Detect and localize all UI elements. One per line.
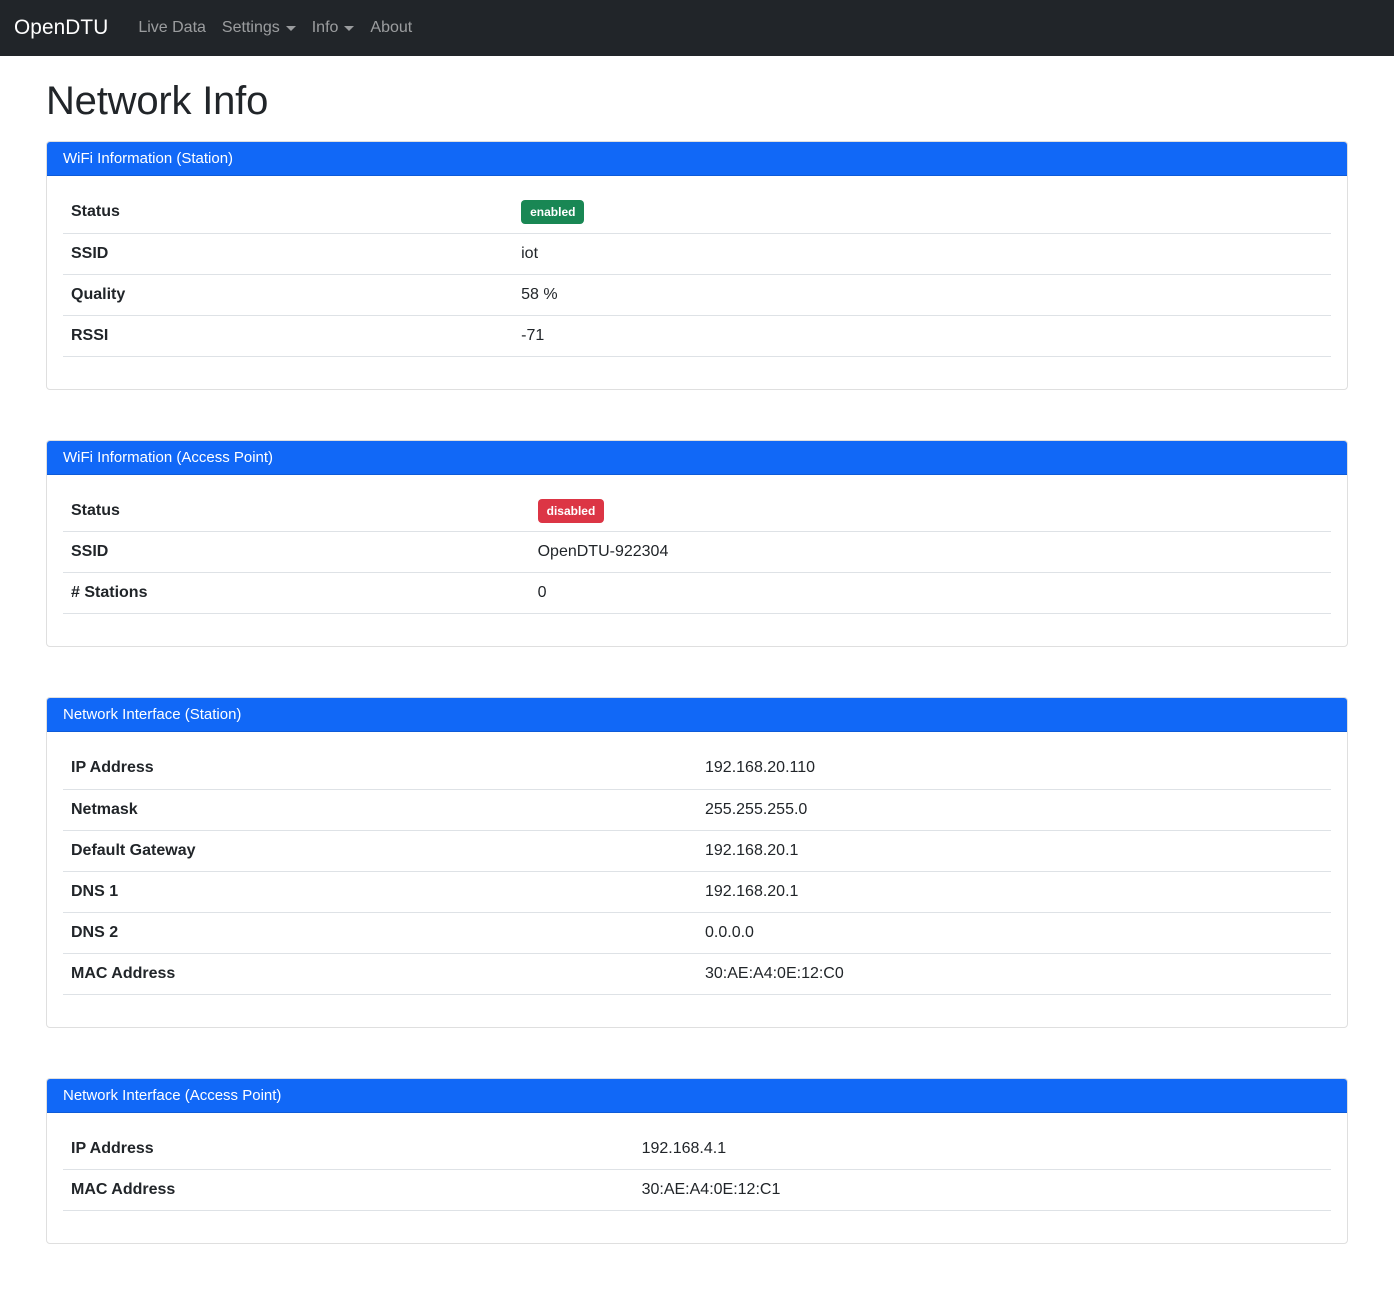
table-row: SSID OpenDTU-922304 (63, 532, 1331, 573)
row-value-cell: 192.168.20.1 (705, 841, 799, 859)
status-badge: enabled (521, 200, 585, 225)
row-label: # Stations (71, 584, 148, 601)
row-value-cell: 192.168.20.1 (705, 882, 799, 900)
row-value-cell: 30:AE:A4:0E:12:C0 (705, 964, 844, 982)
row-value-cell: 0 (537, 584, 547, 601)
row-value-cell: 0.0.0.0 (705, 923, 754, 941)
page-title: Network Info (46, 79, 269, 123)
table-row: Status disabled (63, 491, 1331, 532)
row-value-cell: 192.168.20.110 (705, 759, 816, 777)
nav-item-settings[interactable]: Settings (214, 8, 304, 48)
page-container: Network Info WiFi Information (Station) S… (0, 77, 1394, 1244)
row-label: IP Address (71, 759, 154, 777)
info-table: IP Address 192.168.20.110 Netmask 255.255.2… (63, 748, 1331, 995)
chevron-down-icon (344, 25, 355, 31)
chevron-down-icon (285, 25, 296, 31)
row-value-cell: disabled (530, 491, 1331, 532)
row-label: SSID (71, 244, 109, 262)
info-table: Status enabled SSID iot Quality 58 % RSSI -71 (63, 192, 1331, 357)
navbar-nav: Live Data Settings Info About (130, 8, 420, 48)
table-row: DNS 1 192.168.20.1 (63, 871, 1331, 912)
table-row: MAC Address 30:AE:A4:0E:12:C0 (63, 953, 1331, 994)
row-value-cell: 255.255.255.0 (705, 800, 808, 818)
card-header: WiFi Information (Access Point) (47, 440, 1347, 475)
row-label: MAC Address (71, 964, 176, 982)
row-value-cell: 30:AE:A4:0E:12:C1 (641, 1181, 781, 1198)
card-wifi-information-access-point: WiFi Information (Access Point) Status dis… (46, 439, 1348, 647)
table-row: RSSI -71 (63, 315, 1331, 356)
nav-label-info: Info (311, 19, 339, 36)
card-network-interface-access-point: Network Interface (Access Point) IP Addre… (46, 1077, 1348, 1244)
nav-link-about[interactable]: About (362, 8, 420, 48)
top-navbar: OpenDTU Live Data Settings Info About (0, 0, 1394, 56)
row-label: MAC Address (71, 1181, 176, 1198)
info-table: IP Address 192.168.4.1 MAC Address 30:AE:A4… (63, 1129, 1331, 1212)
table-row: # Stations 0 (63, 573, 1331, 614)
table-row: Status enabled (63, 192, 1331, 233)
card-network-interface-station: Network Interface (Station) IP Address 192… (46, 697, 1348, 1028)
row-label: DNS 2 (71, 923, 119, 941)
card-header: WiFi Information (Station) (47, 142, 1347, 176)
nav-item-about[interactable]: About (362, 8, 420, 48)
card-header: Network Interface (Access Point) (47, 1078, 1347, 1113)
table-row: Netmask 255.255.255.0 (63, 789, 1331, 830)
row-label: RSSI (71, 326, 109, 344)
table-row: DNS 2 0.0.0.0 (63, 912, 1331, 953)
card-body: Status disabled SSID OpenDTU-922304 # Statio… (47, 475, 1347, 647)
row-value-cell: 192.168.4.1 (641, 1139, 727, 1157)
row-label: SSID (71, 543, 109, 560)
row-value-cell: enabled (513, 192, 1331, 233)
nav-label-settings: Settings (221, 19, 280, 36)
row-label: DNS 1 (71, 882, 119, 900)
row-value-cell: iot (521, 244, 539, 262)
navbar-brand[interactable]: OpenDTU (14, 16, 109, 40)
table-row: Default Gateway 192.168.20.1 (63, 830, 1331, 871)
row-label: Status (71, 203, 120, 221)
row-label: Netmask (71, 800, 138, 818)
status-badge: disabled (537, 498, 605, 523)
row-value-cell: OpenDTU-922304 (537, 543, 669, 560)
nav-link-settings[interactable]: Settings (214, 8, 304, 48)
row-label: Default Gateway (71, 841, 196, 859)
card-body: IP Address 192.168.4.1 MAC Address 30:AE:A4… (47, 1113, 1347, 1244)
cards-list: WiFi Information (Station) Status enabled S… (46, 141, 1348, 1244)
nav-link-live-data[interactable]: Live Data (130, 8, 214, 48)
table-row: MAC Address 30:AE:A4:0E:12:C1 (63, 1170, 1331, 1211)
table-row: SSID iot (63, 233, 1331, 274)
table-row: IP Address 192.168.20.110 (63, 748, 1331, 789)
info-table: Status disabled SSID OpenDTU-922304 # Statio… (63, 491, 1331, 615)
nav-label-about: About (370, 19, 413, 36)
card-body: IP Address 192.168.20.110 Netmask 255.255.2… (47, 732, 1347, 1027)
table-row: Quality 58 % (63, 274, 1331, 315)
card-header: Network Interface (Station) (47, 698, 1347, 732)
row-label: Quality (71, 285, 126, 303)
nav-item-info[interactable]: Info (304, 8, 363, 48)
table-row: IP Address 192.168.4.1 (63, 1129, 1331, 1170)
nav-item-live-data[interactable]: Live Data (130, 8, 214, 48)
row-label: Status (71, 501, 120, 519)
row-value-cell: -71 (521, 326, 545, 344)
nav-link-info[interactable]: Info (304, 8, 363, 48)
card-wifi-information-station: WiFi Information (Station) Status enabled S… (46, 141, 1348, 390)
nav-label-live-data: Live Data (138, 19, 206, 36)
row-label: IP Address (71, 1139, 154, 1157)
row-value-cell: 58 % (521, 285, 558, 303)
card-body: Status enabled SSID iot Quality 58 % RSSI -71 (47, 176, 1347, 389)
